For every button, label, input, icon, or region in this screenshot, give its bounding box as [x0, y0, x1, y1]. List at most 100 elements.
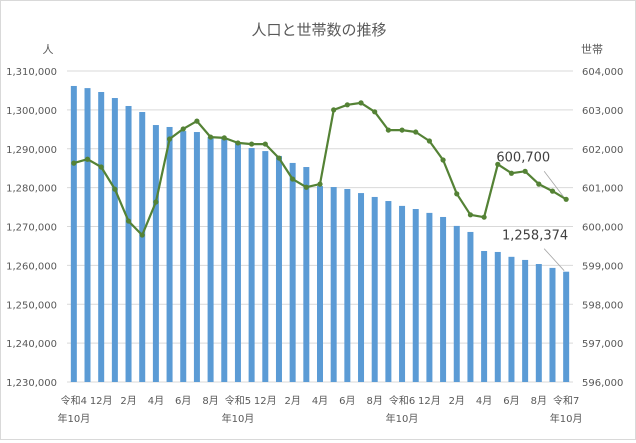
x-tick-label-line2: 年10月 [386, 412, 419, 425]
x-tick-label: 12月 [418, 395, 441, 407]
x-tick-label: 8月 [531, 395, 547, 407]
households-marker [331, 107, 337, 113]
x-tick-label: 6月 [175, 395, 191, 407]
households-marker [358, 100, 364, 106]
households-marker [98, 164, 104, 170]
x-tick-label-line2: 年10月 [57, 412, 90, 425]
households-marker [454, 191, 460, 197]
population-data-label: 1,258,374 [502, 229, 568, 244]
households-marker [235, 140, 241, 146]
x-tick-label-line2: 年10月 [550, 412, 583, 425]
households-marker [112, 186, 118, 192]
population-bar [563, 271, 570, 382]
x-tick-label: 令和7 [553, 394, 579, 407]
x-tick-label-line2: 年10月 [222, 412, 255, 425]
population-bar [535, 264, 542, 382]
population-bar [152, 125, 159, 382]
left-tick-label: 1,230,000 [6, 378, 57, 389]
right-tick-label: 599,000 [582, 261, 623, 272]
x-tick-label: 令和6 [389, 394, 415, 407]
population-bar [453, 225, 460, 382]
x-tick-label: 令和4 [61, 394, 87, 407]
households-marker [180, 126, 186, 132]
households-marker [139, 232, 145, 238]
right-tick-label: 596,000 [582, 378, 623, 389]
households-marker [249, 141, 255, 147]
x-tick-label: 2月 [449, 395, 465, 407]
households-marker [153, 199, 159, 205]
households-marker [495, 161, 501, 167]
population-bar [275, 155, 282, 382]
x-tick-label: 12月 [90, 395, 113, 407]
population-bar [84, 88, 91, 382]
households-marker [522, 168, 528, 174]
population-bar [248, 147, 255, 382]
population-bar [481, 250, 488, 382]
households-marker [276, 155, 282, 161]
households-data-label: 600,700 [496, 150, 550, 165]
households-marker [481, 214, 487, 220]
right-axis-unit: 世帯 [581, 43, 603, 56]
households-marker [385, 127, 391, 133]
households-marker [262, 141, 268, 147]
population-bar [522, 259, 529, 382]
right-tick-label: 598,000 [582, 300, 623, 311]
population-bar [70, 85, 77, 383]
households-marker [317, 181, 323, 187]
households-marker [563, 196, 569, 202]
households-marker [440, 157, 446, 163]
population-bar [166, 126, 173, 382]
population-bar [385, 201, 392, 382]
left-tick-label: 1,240,000 [6, 339, 57, 350]
axes: 1,230,000 596,000 1,240,000 597,000 1,250,00… [6, 67, 623, 425]
left-tick-label: 1,300,000 [6, 106, 57, 117]
right-tick-label: 603,000 [582, 106, 623, 117]
x-tick-label: 4月 [476, 395, 492, 407]
population-bar [193, 132, 200, 382]
households-marker [221, 135, 227, 141]
left-tick-label: 1,280,000 [6, 184, 57, 195]
households-marker [426, 138, 433, 144]
population-bar [426, 212, 433, 382]
population-bar [207, 137, 214, 382]
population-bar [399, 205, 406, 382]
data-labels: 600,700 1,258,374 [496, 150, 568, 271]
leader-line [543, 171, 564, 197]
right-tick-label: 602,000 [582, 145, 623, 156]
x-tick-label: 令和5 [225, 394, 251, 407]
x-tick-label: 4月 [148, 395, 164, 407]
right-tick-label: 601,000 [582, 184, 623, 195]
population-bar [330, 187, 337, 382]
households-marker [125, 218, 132, 224]
households-marker [399, 127, 405, 133]
x-tick-label: 2月 [284, 395, 300, 407]
population-bar [440, 216, 447, 382]
left-tick-label: 1,290,000 [6, 145, 57, 156]
households-marker [508, 170, 515, 176]
leader-line [543, 248, 565, 271]
x-tick-label: 6月 [503, 395, 519, 407]
population-bar [412, 209, 419, 382]
left-axis-unit: 人 [43, 43, 54, 56]
households-marker [344, 102, 350, 108]
x-tick-label: 12月 [254, 395, 277, 407]
households-marker [413, 129, 419, 135]
x-tick-label: 4月 [312, 395, 328, 407]
population-bar [180, 131, 187, 382]
population-bar [111, 98, 118, 382]
households-marker [166, 136, 173, 142]
population-bar [125, 105, 132, 383]
right-tick-label: 597,000 [582, 339, 623, 350]
x-tick-label: 8月 [202, 395, 218, 407]
households-marker [71, 160, 77, 166]
households-marker [194, 118, 200, 124]
households-marker [549, 188, 556, 194]
left-tick-label: 1,310,000 [6, 67, 57, 78]
x-tick-label: 6月 [339, 395, 355, 407]
population-bar [317, 186, 323, 382]
population-bar [139, 112, 146, 382]
households-marker [372, 109, 378, 115]
left-tick-label: 1,260,000 [6, 261, 57, 272]
